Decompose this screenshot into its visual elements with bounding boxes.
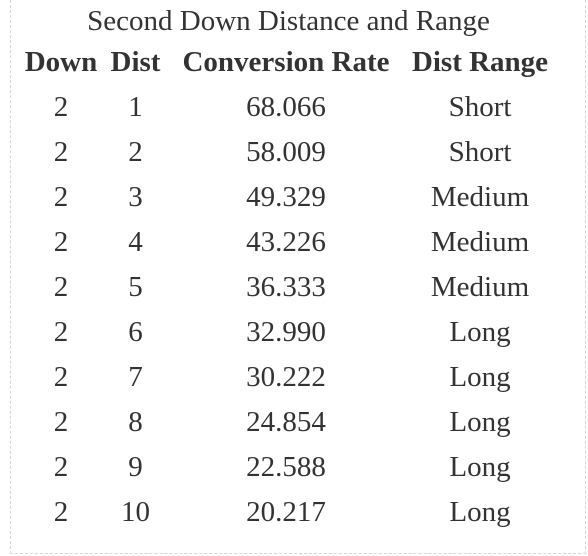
- cell-dist-range: Long: [449, 451, 511, 483]
- cell-dist: 2: [128, 136, 143, 168]
- cell-dist-range: Medium: [430, 226, 530, 258]
- cell-down: 2: [53, 91, 69, 123]
- cell-down: 2: [53, 226, 69, 258]
- cell-dist: 10: [121, 496, 150, 528]
- header-row: Down Dist Conversion Rate Dist Range: [20, 40, 557, 85]
- cell-conversion-rate: 58.009: [246, 136, 326, 168]
- distance-range-table: Second Down Distance and Range Down Dist…: [20, 2, 557, 535]
- cell-dist: 1: [128, 91, 143, 123]
- table-row: 2 10 20.217 Long: [20, 490, 557, 535]
- cell-conversion-rate: 36.333: [246, 271, 326, 303]
- cell-down: 2: [53, 316, 69, 348]
- table-row: 2 7 30.222 Long: [20, 355, 557, 400]
- table-row: 2 1 68.066 Short: [20, 85, 557, 130]
- header-down: Down: [24, 46, 98, 78]
- header-dist: Dist: [110, 46, 161, 78]
- table-row: 2 8 24.854 Long: [20, 400, 557, 445]
- cell-dist: 7: [128, 361, 143, 393]
- header-dist-range: Dist Range: [411, 46, 549, 78]
- cell-conversion-rate: 22.588: [246, 451, 326, 483]
- cell-down: 2: [53, 181, 69, 213]
- table-row: 2 6 32.990 Long: [20, 310, 557, 355]
- cell-dist-range: Medium: [430, 181, 530, 213]
- cell-dist-range: Long: [449, 361, 511, 393]
- cell-dist-range: Long: [449, 406, 511, 438]
- cell-dist: 4: [128, 226, 143, 258]
- table-row: 2 9 22.588 Long: [20, 445, 557, 490]
- cell-dist: 8: [128, 406, 143, 438]
- cell-down: 2: [53, 136, 69, 168]
- cell-dist: 6: [128, 316, 143, 348]
- cell-down: 2: [53, 271, 69, 303]
- cell-dist-range: Short: [448, 91, 512, 123]
- table-body: 2 1 68.066 Short 2 2 58.009 Short 2 3 49.329 Medium…: [20, 85, 557, 535]
- table-caption: Second Down Distance and Range: [87, 5, 490, 37]
- cell-down: 2: [53, 406, 69, 438]
- table-row: 2 3 49.329 Medium: [20, 175, 557, 220]
- cell-dist-range: Long: [449, 316, 511, 348]
- cell-conversion-rate: 49.329: [246, 181, 326, 213]
- cell-conversion-rate: 32.990: [246, 316, 326, 348]
- table-row: 2 2 58.009 Short: [20, 130, 557, 175]
- table-row: 2 4 43.226 Medium: [20, 220, 557, 265]
- header-conversion-rate: Conversion Rate: [182, 46, 390, 78]
- cell-dist: 5: [128, 271, 143, 303]
- cell-conversion-rate: 30.222: [246, 361, 326, 393]
- cell-dist-range: Long: [449, 496, 511, 528]
- cell-dist-range: Short: [448, 136, 512, 168]
- cell-down: 2: [53, 361, 69, 393]
- cell-down: 2: [53, 496, 69, 528]
- table-header: Down Dist Conversion Rate Dist Range: [20, 40, 557, 85]
- table-row: 2 5 36.333 Medium: [20, 265, 557, 310]
- cell-down: 2: [53, 451, 69, 483]
- cell-conversion-rate: 24.854: [246, 406, 326, 438]
- cell-conversion-rate: 20.217: [246, 496, 326, 528]
- cell-dist-range: Medium: [430, 271, 530, 303]
- cell-dist: 3: [128, 181, 143, 213]
- cell-dist: 9: [128, 451, 143, 483]
- cell-conversion-rate: 68.066: [246, 91, 326, 123]
- cell-conversion-rate: 43.226: [246, 226, 326, 258]
- output-frame: [10, 0, 586, 554]
